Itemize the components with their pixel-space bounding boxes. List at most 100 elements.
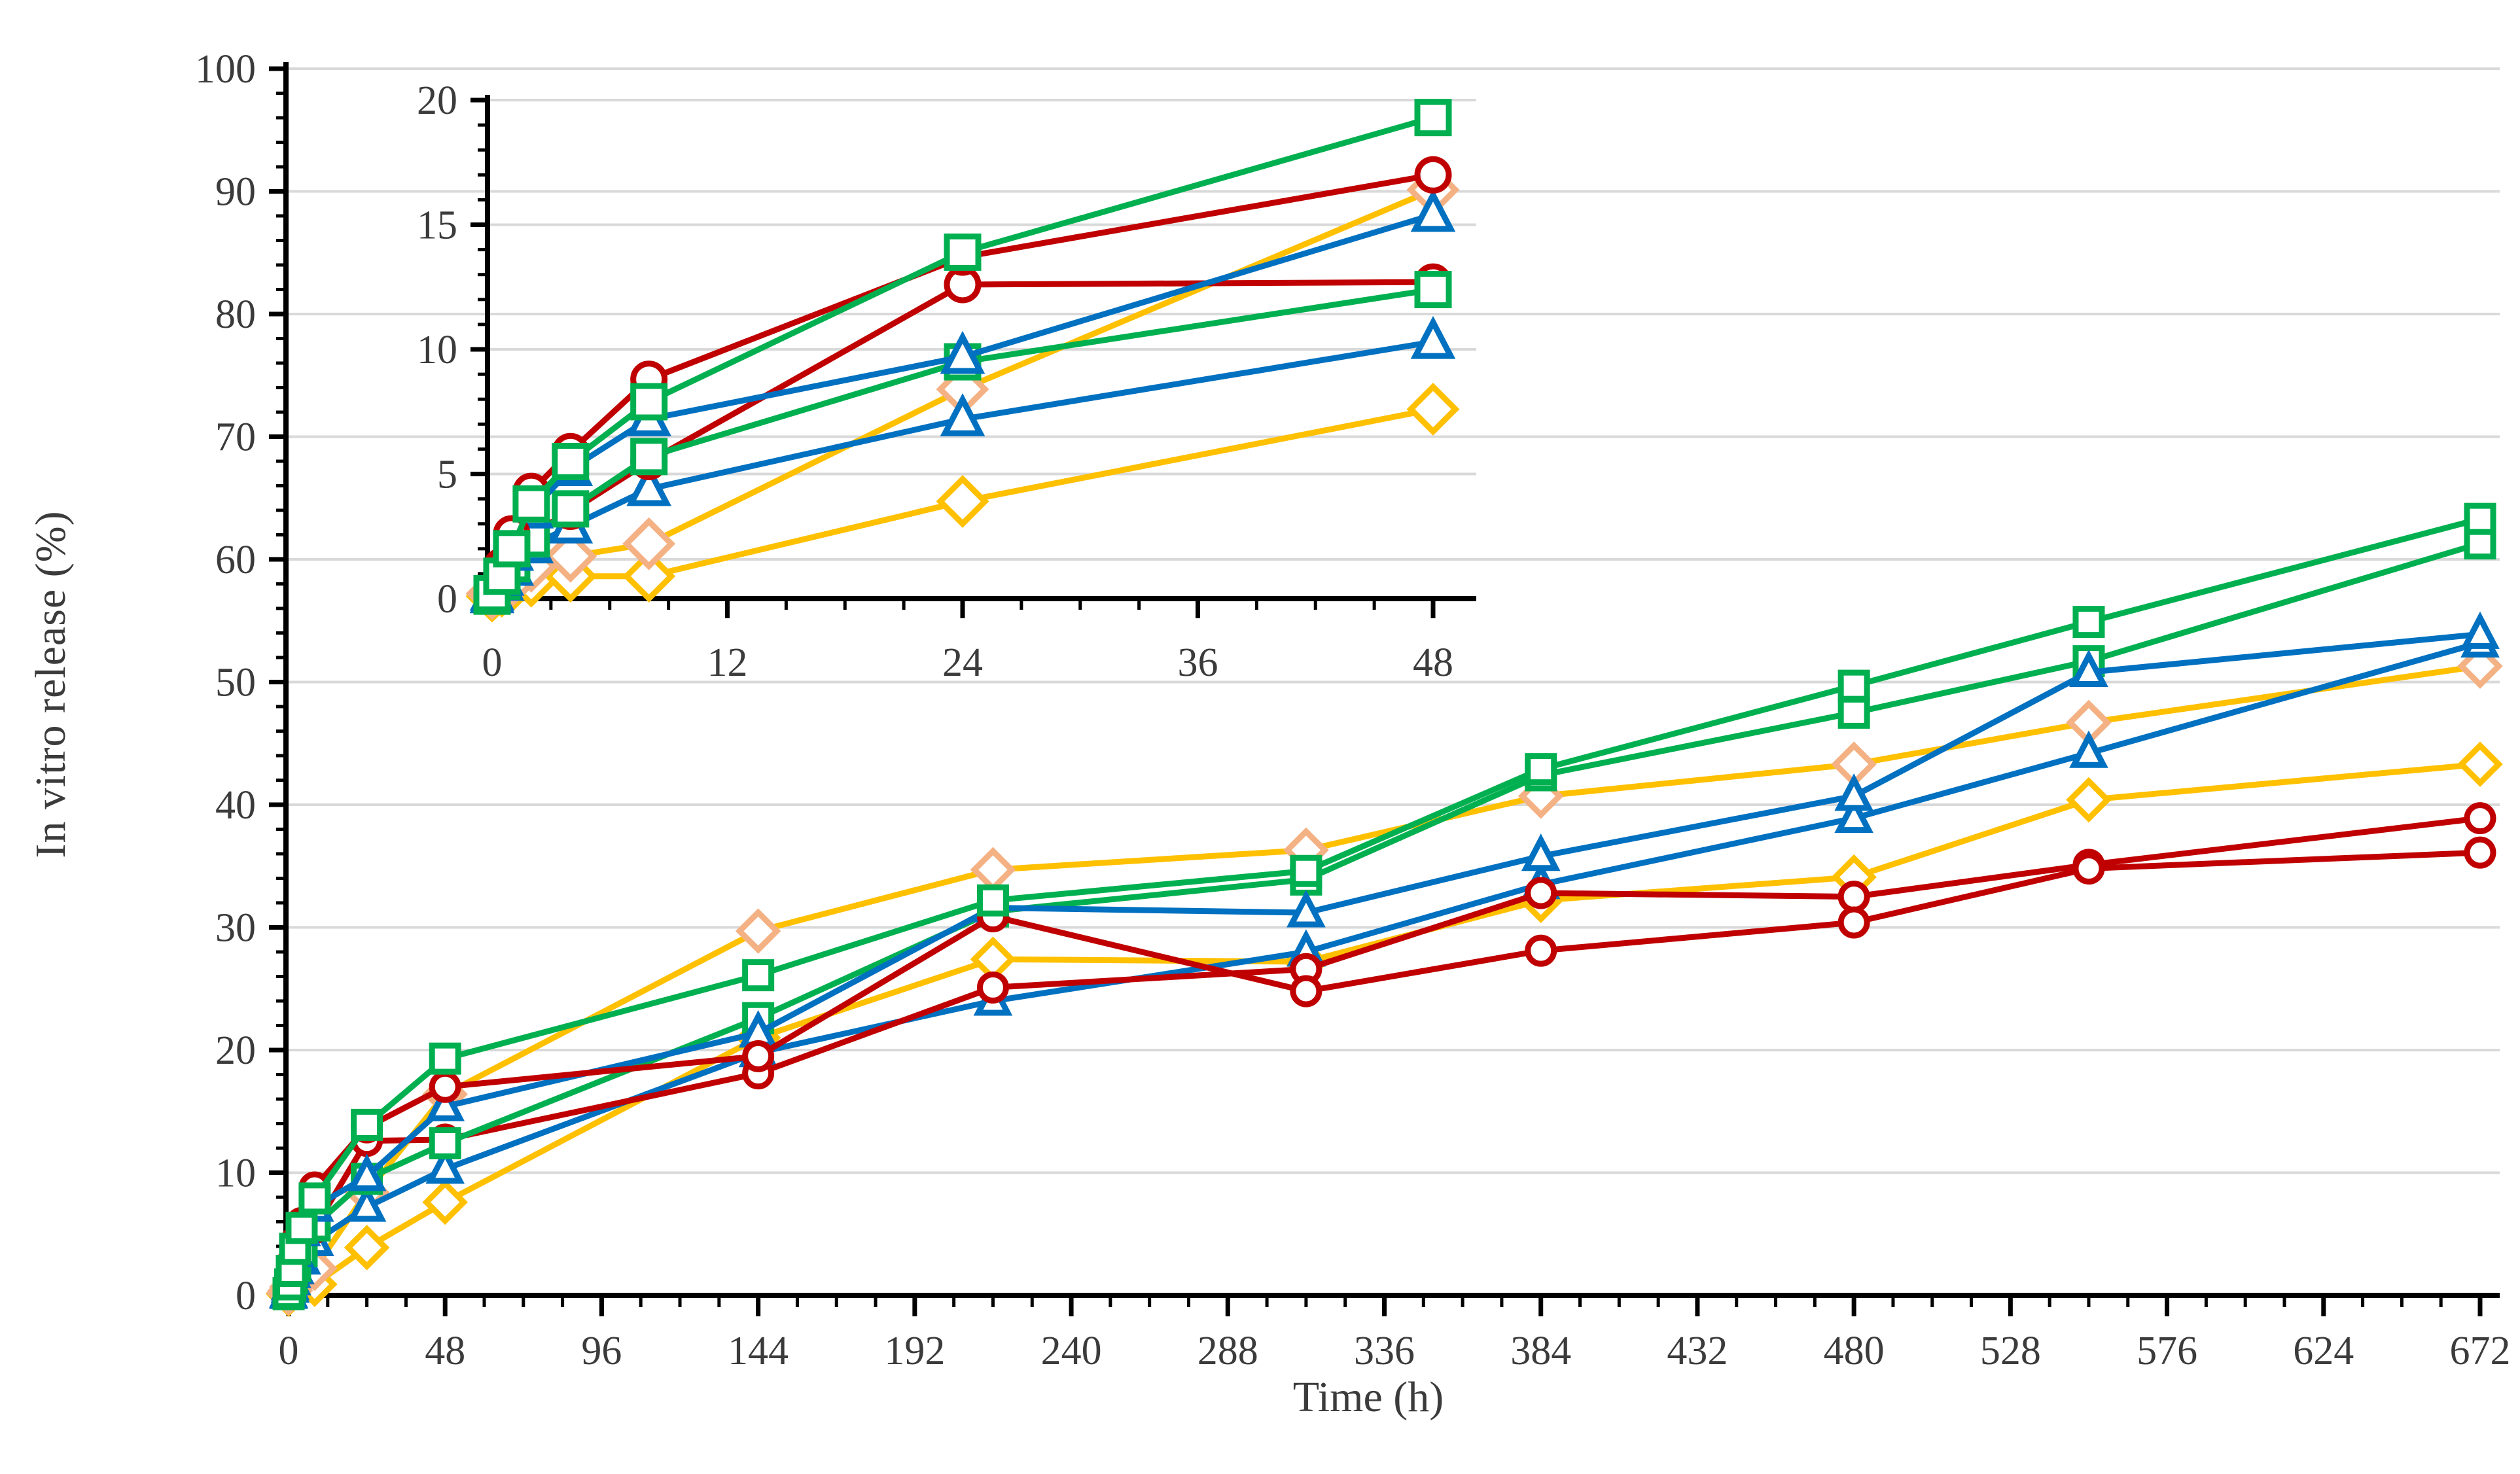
main-x-tick-label: 192 [884, 1329, 945, 1373]
square-marker [1525, 753, 1557, 786]
main-x-tick-label: 672 [2450, 1329, 2511, 1373]
circle-marker [2464, 802, 2496, 835]
main-x-tick-label: 48 [425, 1329, 465, 1373]
red-circle-2-line [285, 815, 2483, 1296]
triangle-marker [425, 1146, 465, 1184]
main-y-tick-label: 0 [236, 1274, 256, 1318]
main-y-tick-label: 60 [215, 538, 256, 582]
square-marker [552, 490, 590, 528]
triangle-marker [1410, 315, 1456, 359]
triangle-marker [347, 1153, 387, 1191]
main-x-tick-label: 336 [1354, 1329, 1415, 1373]
main-y-tick-label: 70 [215, 415, 256, 460]
inset-x-tick-label: 48 [1413, 640, 1453, 685]
diamond-marker [970, 847, 1016, 893]
main-x-tick-label: 528 [1980, 1329, 2041, 1373]
inset-y-tick-label: 10 [417, 328, 457, 372]
triangle-marker [2069, 649, 2108, 687]
inset-x-tick-label: 36 [1178, 640, 1218, 685]
triangle-marker [1834, 773, 1873, 811]
circle-marker [742, 1040, 775, 1072]
triangle-marker [940, 393, 985, 436]
triangle-marker [1834, 795, 1873, 834]
triangle-marker [2069, 730, 2108, 768]
triangle-marker [1410, 188, 1456, 232]
diamond-marker [735, 908, 781, 954]
main-x-tick-label: 576 [2137, 1329, 2197, 1373]
square-marker [429, 1042, 461, 1075]
main-x-tick-label: 624 [2293, 1329, 2354, 1373]
diamond-marker [344, 1225, 390, 1271]
square-marker [351, 1108, 383, 1141]
diamond-marker [936, 474, 989, 528]
blue-triangle-2-line [285, 640, 2483, 1297]
square-marker [493, 530, 531, 568]
main-x-tick-label: 96 [581, 1329, 622, 1373]
square-marker [512, 485, 550, 523]
circle-marker [1525, 934, 1557, 967]
triangle-marker [626, 463, 671, 506]
diamond-marker [422, 1179, 468, 1225]
circle-marker [1525, 877, 1557, 909]
square-marker [552, 442, 590, 480]
diamond-marker [622, 517, 676, 570]
green-square-2-line [285, 540, 2483, 1297]
main-y-tick-label: 10 [215, 1151, 256, 1196]
inset-y-tick-label: 0 [437, 577, 457, 622]
square-marker [298, 1182, 331, 1215]
triangle-marker [940, 330, 985, 374]
inset-x-tick-label: 24 [942, 640, 983, 685]
square-marker [742, 959, 775, 992]
main-y-tick-label: 40 [215, 783, 256, 828]
inset-series [465, 99, 1460, 623]
main-y-tick-label: 50 [215, 661, 256, 705]
circle-marker [976, 971, 1009, 1004]
main-x-tick-label: 384 [1510, 1329, 1571, 1373]
main-y-tick-label: 80 [215, 292, 256, 337]
red-circle-1-line [285, 849, 2483, 1295]
circle-marker [2072, 852, 2105, 885]
circle-marker [1290, 975, 1322, 1008]
triangle-marker [425, 1083, 465, 1121]
square-marker [1837, 669, 1870, 702]
x-axis-title: Time (h) [1292, 1373, 1444, 1421]
circle-marker [1414, 156, 1452, 194]
square-marker [630, 438, 668, 476]
main-x-tick-label: 288 [1198, 1329, 1258, 1373]
main-series [266, 502, 2503, 1317]
square-marker [285, 1212, 318, 1244]
diamond-marker [1406, 382, 1460, 436]
inset-x-tick-label: 12 [707, 640, 748, 685]
diamond-marker [2457, 741, 2503, 787]
main-x-tick-label: 144 [728, 1329, 789, 1373]
square-marker [976, 884, 1009, 917]
main-x-tick-label: 0 [279, 1329, 299, 1373]
main-x-tick-label: 480 [1824, 1329, 1885, 1373]
inset-y-tick-label: 15 [417, 203, 457, 248]
diamond-marker [2066, 777, 2112, 823]
circle-marker [1837, 881, 1870, 913]
main-x-tick-label: 240 [1041, 1329, 1102, 1373]
circle-marker [2464, 836, 2496, 869]
y-axis-title: In vitro release (%) [27, 510, 75, 858]
square-marker [1837, 696, 1870, 729]
triangle-marker [347, 1184, 387, 1222]
circle-marker [1837, 906, 1870, 939]
square-marker [630, 383, 668, 421]
inset-y-tick-label: 5 [437, 453, 457, 497]
square-marker [1414, 99, 1452, 137]
triangle-marker [2460, 611, 2500, 649]
main-y-tick-label: 100 [195, 47, 256, 92]
triangle-marker [1521, 834, 1561, 871]
triangle-marker [1287, 890, 1326, 928]
main-x-tick-label: 432 [1667, 1329, 1728, 1373]
square-marker [1414, 271, 1452, 309]
square-marker [2072, 606, 2105, 639]
circle-marker [429, 1070, 461, 1103]
diamond-marker [622, 550, 676, 603]
main-y-tick-label: 20 [215, 1028, 256, 1073]
diamond-marker [544, 529, 597, 583]
square-marker [429, 1127, 461, 1159]
